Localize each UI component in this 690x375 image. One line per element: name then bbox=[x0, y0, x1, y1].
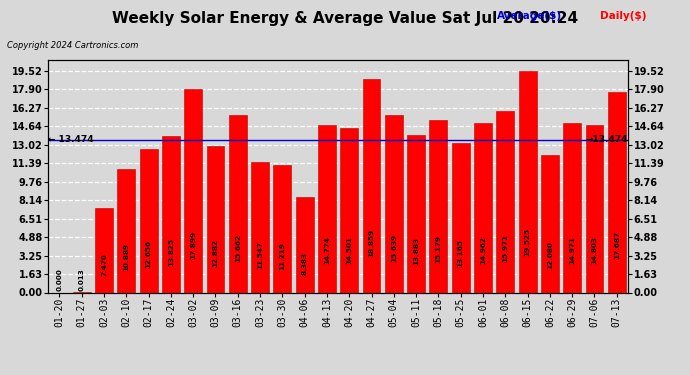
Text: 17.899: 17.899 bbox=[190, 231, 196, 259]
Bar bbox=[229, 115, 247, 292]
Bar bbox=[139, 149, 157, 292]
Bar bbox=[608, 92, 626, 292]
Bar bbox=[184, 90, 202, 292]
Text: 14.774: 14.774 bbox=[324, 236, 330, 264]
Bar bbox=[206, 146, 224, 292]
Bar bbox=[541, 156, 559, 292]
Bar bbox=[273, 165, 291, 292]
Text: 7.470: 7.470 bbox=[101, 254, 107, 276]
Text: 18.859: 18.859 bbox=[368, 229, 375, 257]
Text: 12.656: 12.656 bbox=[146, 240, 152, 268]
Text: 13.883: 13.883 bbox=[413, 237, 419, 266]
Text: 15.971: 15.971 bbox=[502, 234, 509, 262]
Text: 11.219: 11.219 bbox=[279, 242, 286, 270]
Text: 14.971: 14.971 bbox=[569, 236, 575, 264]
Text: 8.383: 8.383 bbox=[302, 252, 308, 275]
Bar bbox=[251, 162, 269, 292]
Text: 13.825: 13.825 bbox=[168, 238, 174, 266]
Text: 12.080: 12.080 bbox=[547, 241, 553, 268]
Text: ← 13.474: ← 13.474 bbox=[48, 135, 94, 144]
Bar bbox=[563, 123, 581, 292]
Text: 13.165: 13.165 bbox=[457, 239, 464, 267]
Bar bbox=[363, 79, 380, 292]
Text: 17.687: 17.687 bbox=[613, 231, 620, 259]
Text: 15.662: 15.662 bbox=[235, 234, 241, 262]
Bar bbox=[429, 120, 447, 292]
Text: 14.501: 14.501 bbox=[346, 237, 353, 264]
Text: 10.889: 10.889 bbox=[124, 243, 129, 271]
Text: 19.525: 19.525 bbox=[524, 228, 531, 256]
Text: Daily($): Daily($) bbox=[600, 11, 647, 21]
Bar bbox=[318, 125, 336, 292]
Text: →13.474: →13.474 bbox=[585, 135, 628, 144]
Text: Average($): Average($) bbox=[497, 11, 562, 21]
Bar bbox=[519, 71, 537, 292]
Bar bbox=[162, 136, 180, 292]
Bar bbox=[586, 124, 603, 292]
Bar bbox=[117, 169, 135, 292]
Bar bbox=[95, 208, 113, 292]
Text: 14.962: 14.962 bbox=[480, 236, 486, 264]
Text: 12.882: 12.882 bbox=[213, 239, 219, 267]
Bar bbox=[452, 143, 470, 292]
Bar bbox=[474, 123, 492, 292]
Text: 15.639: 15.639 bbox=[391, 234, 397, 262]
Text: 15.179: 15.179 bbox=[435, 235, 442, 263]
Text: Copyright 2024 Cartronics.com: Copyright 2024 Cartronics.com bbox=[7, 41, 138, 50]
Bar bbox=[296, 197, 313, 292]
Bar bbox=[407, 135, 425, 292]
Text: 11.547: 11.547 bbox=[257, 242, 263, 270]
Text: 14.803: 14.803 bbox=[591, 236, 598, 264]
Text: Weekly Solar Energy & Average Value Sat Jul 20 20:24: Weekly Solar Energy & Average Value Sat … bbox=[112, 11, 578, 26]
Bar bbox=[496, 111, 514, 292]
Bar bbox=[385, 115, 403, 292]
Bar bbox=[340, 128, 358, 292]
Text: 0.000: 0.000 bbox=[57, 268, 63, 291]
Text: 0.013: 0.013 bbox=[79, 268, 85, 291]
